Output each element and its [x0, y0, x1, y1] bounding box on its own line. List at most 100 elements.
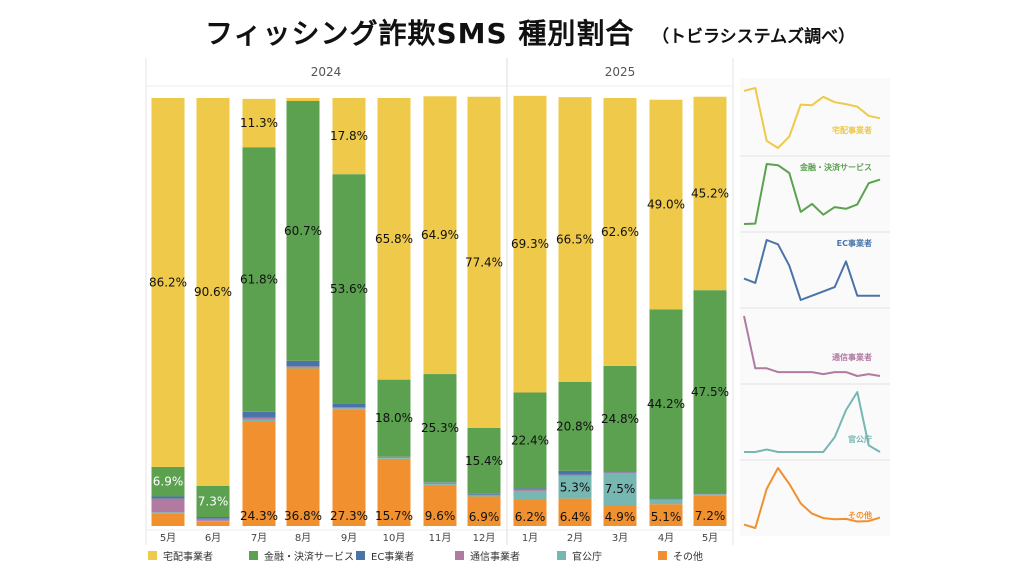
bar-other-1	[196, 521, 230, 526]
bar-ec-7	[467, 493, 501, 495]
bar-other-9	[558, 498, 592, 526]
sparkline-finance	[743, 163, 881, 225]
chart-legend: 宅配事業者 金融・決済サービス EC事業者 通信事業者 官公庁 その他	[148, 548, 848, 566]
bar-other-6	[423, 484, 457, 526]
sparkline-government	[744, 391, 881, 453]
data-label-delivery-12: 45.2%	[691, 186, 729, 200]
bar-finance-4	[332, 174, 366, 404]
sparkline-label-other: その他	[848, 510, 872, 520]
data-label-other-10: 4.9%	[605, 510, 636, 524]
data-label-other-6: 9.6%	[425, 509, 456, 523]
data-label-finance-12: 47.5%	[691, 385, 729, 399]
data-label-other-5: 15.7%	[375, 509, 413, 523]
bar-telecom-0	[151, 498, 185, 513]
data-label-finance-4: 53.6%	[330, 282, 368, 296]
legend-item-ec: EC事業者	[356, 548, 414, 563]
legend-item-government: 官公庁	[557, 548, 602, 563]
bar-telecom-5	[377, 456, 411, 458]
bar-ec-4	[332, 403, 366, 408]
data-label-other-2: 24.3%	[240, 509, 278, 523]
bar-telecom-6	[423, 482, 457, 485]
sparkline-label-finance: 金融・決済サービス	[799, 162, 872, 172]
data-label-finance-9: 20.8%	[556, 419, 594, 433]
bar-government-11	[649, 499, 683, 505]
bar-telecom-3	[286, 366, 320, 368]
bar-finance-5	[377, 379, 411, 457]
data-label-other-11: 5.1%	[651, 510, 682, 524]
sparkline-other	[743, 467, 881, 529]
legend-item-finance: 金融・決済サービス	[249, 548, 354, 563]
data-label-government-10: 7.5%	[605, 482, 636, 496]
bar-finance-2	[242, 147, 276, 412]
bar-delivery-0	[151, 98, 185, 467]
bar-ec-0	[151, 496, 185, 499]
x-tick-label: 8月	[295, 532, 311, 544]
legend-label-government: 官公庁	[572, 552, 602, 563]
data-label-other-4: 27.3%	[330, 509, 368, 523]
bar-delivery-1	[196, 98, 230, 486]
data-label-finance-11: 44.2%	[647, 397, 685, 411]
chart-title: フィッシング詐欺SMS 種別割合	[205, 17, 635, 50]
bar-other-0	[151, 513, 185, 526]
data-label-delivery-1: 90.6%	[194, 285, 232, 299]
data-label-delivery-11: 49.0%	[647, 198, 685, 212]
bar-delivery-4	[332, 98, 366, 175]
bar-ec-9	[558, 470, 592, 475]
bar-ec-3	[286, 360, 320, 367]
chart-subtitle: （トビラシステムズ調べ）	[652, 27, 856, 47]
x-tick-label: 6月	[205, 532, 221, 544]
data-label-other-7: 6.9%	[469, 510, 500, 524]
bar-delivery-9	[558, 97, 592, 382]
bar-telecom-7	[467, 494, 501, 496]
x-tick-label: 4月	[658, 532, 674, 544]
data-label-finance-10: 24.8%	[601, 412, 639, 426]
legend-swatch-ec	[356, 551, 365, 560]
bar-delivery-12	[693, 96, 727, 291]
data-label-other-3: 36.8%	[284, 509, 322, 523]
sparkline-label-ec: EC事業者	[837, 238, 872, 248]
x-tick-label: 1月	[522, 532, 538, 544]
legend-swatch-telecom	[455, 551, 464, 560]
bar-government-4	[332, 408, 366, 410]
bar-government-3	[286, 367, 320, 369]
bar-delivery-5	[377, 98, 411, 380]
sparkline-panel-bg	[740, 78, 890, 536]
year-label-2025: 2025	[605, 65, 636, 79]
bar-finance-12	[693, 290, 727, 494]
sparkline-telecom	[743, 315, 881, 377]
bar-delivery-2	[242, 98, 276, 148]
bar-ec-8	[513, 488, 547, 490]
data-label-delivery-0: 86.2%	[149, 275, 187, 289]
data-label-government-9: 5.3%	[560, 480, 591, 494]
sparkline-label-delivery: 宅配事業者	[832, 125, 872, 135]
bar-government-10	[603, 472, 637, 506]
data-label-finance-0: 6.9%	[153, 475, 184, 489]
bar-telecom-9	[558, 474, 592, 476]
bar-finance-7	[467, 427, 501, 494]
data-label-delivery-5: 65.8%	[375, 232, 413, 246]
data-label-finance-2: 61.8%	[240, 272, 278, 286]
bar-delivery-11	[649, 99, 683, 310]
data-label-delivery-6: 64.9%	[421, 228, 459, 242]
data-label-delivery-9: 66.5%	[556, 232, 594, 246]
data-label-other-12: 7.2%	[695, 509, 726, 523]
legend-swatch-government	[557, 551, 566, 560]
legend-label-other: その他	[673, 552, 703, 563]
legend-swatch-other	[658, 551, 667, 560]
bar-other-4	[332, 409, 366, 526]
data-label-delivery-2: 11.3%	[240, 116, 278, 130]
bar-other-12	[693, 495, 727, 526]
bar-government-12	[693, 494, 727, 496]
sparkline-label-government: 官公庁	[848, 434, 872, 444]
data-label-delivery-10: 62.6%	[601, 225, 639, 239]
legend-item-telecom: 通信事業者	[455, 548, 520, 563]
x-tick-label: 9月	[341, 532, 357, 544]
stacked-bar-chart: 2024 2025 5月 6月 7月 8月 9月 10月 11月 12月 1月 2月 3月 4月 5月 86.…	[145, 58, 734, 545]
bar-telecom-2	[242, 417, 276, 420]
legend-swatch-finance	[249, 551, 258, 560]
bar-other-2	[242, 421, 276, 526]
bar-government-5	[377, 457, 411, 459]
data-label-finance-6: 25.3%	[421, 421, 459, 435]
bar-finance-3	[286, 100, 320, 361]
